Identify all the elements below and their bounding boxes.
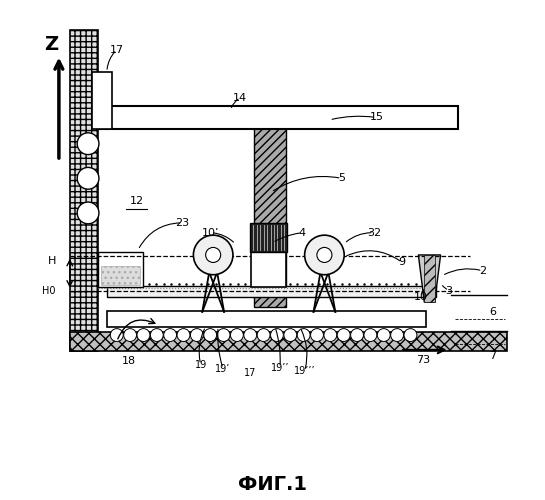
Circle shape (391, 328, 403, 342)
Text: 4: 4 (299, 228, 306, 237)
Text: ФИГ.1: ФИГ.1 (238, 476, 307, 494)
Circle shape (137, 328, 150, 342)
Circle shape (205, 248, 221, 262)
Text: 12: 12 (130, 196, 143, 205)
Polygon shape (419, 255, 440, 302)
Bar (107, 311, 426, 326)
Circle shape (284, 328, 296, 342)
Bar (250, 223, 287, 252)
Circle shape (377, 328, 390, 342)
Circle shape (193, 235, 233, 275)
Bar (70, 30, 98, 352)
Circle shape (244, 328, 257, 342)
Bar (254, 126, 286, 307)
Bar (92, 72, 112, 129)
Circle shape (317, 248, 332, 262)
Text: 7: 7 (489, 352, 496, 362)
Circle shape (110, 328, 123, 342)
Circle shape (311, 328, 323, 342)
Circle shape (164, 328, 177, 342)
Circle shape (404, 328, 417, 342)
Bar (97, 106, 458, 129)
Circle shape (150, 328, 164, 342)
Text: Z: Z (44, 36, 58, 54)
Bar (101, 266, 141, 284)
Circle shape (257, 328, 270, 342)
Circle shape (77, 133, 99, 154)
Circle shape (324, 328, 337, 342)
Text: 73: 73 (416, 355, 431, 365)
Circle shape (350, 328, 364, 342)
Circle shape (124, 328, 137, 342)
Text: 15: 15 (370, 112, 383, 122)
Text: 14: 14 (233, 92, 247, 102)
Circle shape (204, 328, 216, 342)
Text: 19’’’: 19’’’ (294, 366, 316, 376)
Bar (107, 286, 435, 297)
Circle shape (177, 328, 190, 342)
Circle shape (305, 235, 344, 275)
Text: 9: 9 (398, 258, 405, 268)
Circle shape (364, 328, 377, 342)
Circle shape (77, 168, 99, 189)
Circle shape (297, 328, 310, 342)
Text: 10: 10 (414, 292, 428, 302)
Bar (70, 332, 507, 351)
Text: 5: 5 (338, 174, 345, 184)
Circle shape (337, 328, 350, 342)
Text: 19’: 19’ (215, 364, 231, 374)
Text: 18: 18 (122, 356, 136, 366)
Circle shape (270, 328, 283, 342)
Bar (425, 255, 435, 302)
Circle shape (231, 328, 243, 342)
Text: 6: 6 (489, 307, 496, 317)
Text: H: H (49, 256, 57, 266)
Text: 17: 17 (110, 45, 124, 54)
Text: 23: 23 (175, 218, 190, 228)
Text: 32: 32 (367, 228, 381, 237)
Text: 2: 2 (479, 266, 486, 276)
Text: 17: 17 (244, 368, 257, 378)
Bar (251, 252, 286, 287)
Text: 19’’: 19’’ (271, 362, 289, 372)
Text: 10’: 10’ (202, 228, 220, 237)
Text: 19: 19 (195, 360, 207, 370)
Circle shape (217, 328, 230, 342)
Text: H0: H0 (43, 286, 56, 296)
Circle shape (77, 202, 99, 224)
Text: 3: 3 (445, 286, 452, 296)
Bar (99, 252, 143, 287)
Circle shape (190, 328, 203, 342)
